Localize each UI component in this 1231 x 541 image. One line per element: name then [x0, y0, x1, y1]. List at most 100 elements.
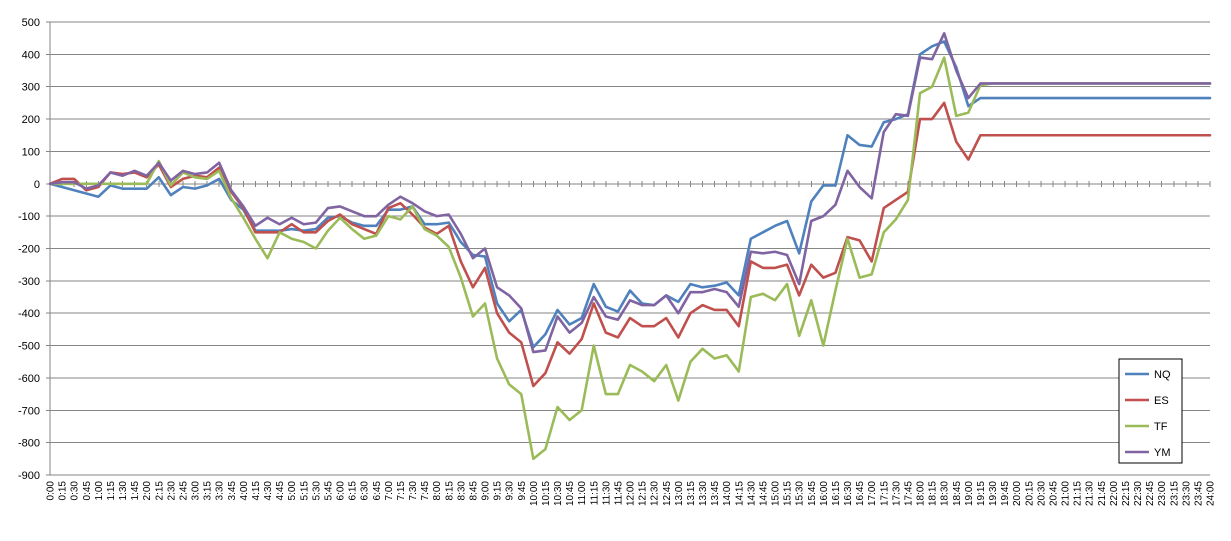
- x-tick-label: 1:00: [94, 481, 105, 501]
- x-tick-label: 13:00: [674, 481, 685, 506]
- y-tick-label: 500: [22, 17, 40, 29]
- x-tick-label: 15:00: [771, 481, 782, 506]
- legend-label-nq: NQ: [1154, 369, 1171, 381]
- x-tick-label: 13:45: [710, 481, 721, 506]
- series-line-ym: [48, 32, 1212, 354]
- x-tick-label: 14:15: [734, 481, 745, 506]
- legend-label-es: ES: [1154, 395, 1169, 407]
- x-tick-label: 0:45: [82, 481, 93, 501]
- y-tick-label: -100: [18, 211, 40, 223]
- x-tick-label: 2:30: [166, 481, 177, 501]
- x-tick-label: 16:30: [843, 481, 854, 506]
- x-tick-label: 21:30: [1085, 481, 1096, 506]
- x-tick-label: 3:15: [203, 481, 214, 501]
- x-tick-label: 4:30: [263, 481, 274, 501]
- x-tick-label: 23:30: [1181, 481, 1192, 506]
- x-tick-label: 16:45: [855, 481, 866, 506]
- y-tick-label: -700: [18, 405, 40, 417]
- x-tick-label: 20:30: [1036, 481, 1047, 506]
- x-tick-label: 7:00: [384, 481, 395, 501]
- x-tick-label: 3:00: [191, 481, 202, 501]
- x-tick-label: 11:15: [589, 481, 600, 506]
- x-tick-label: 2:00: [142, 481, 153, 501]
- y-tick-label: 100: [22, 146, 40, 158]
- x-tick-label: 22:45: [1145, 481, 1156, 506]
- x-tick-label: 23:45: [1193, 481, 1204, 506]
- x-tick-label: 0:15: [58, 481, 69, 501]
- x-tick-label: 6:00: [336, 481, 347, 501]
- x-tick-label: 1:45: [130, 481, 141, 501]
- y-tick-label: 400: [22, 49, 40, 61]
- series-lines: [48, 32, 1212, 461]
- x-tick-label: 22:30: [1133, 481, 1144, 506]
- x-tick-label: 5:15: [299, 481, 310, 501]
- x-tick-label: 9:00: [481, 481, 492, 501]
- x-tick-label: 0:00: [46, 481, 57, 501]
- x-tick-label: 12:45: [662, 481, 673, 506]
- x-tick-label: 21:00: [1061, 481, 1072, 506]
- y-tick-label: 200: [22, 114, 40, 126]
- x-tick-label: 14:30: [746, 481, 757, 506]
- x-tick-label: 2:15: [154, 481, 165, 501]
- x-tick-label: 10:30: [553, 481, 564, 506]
- x-tick-label: 8:15: [444, 481, 455, 501]
- x-tick-label: 11:30: [601, 481, 612, 506]
- legend: NQ ES TF YM: [1118, 358, 1183, 464]
- x-tick-label: 5:45: [323, 481, 334, 501]
- x-tick-label: 11:45: [613, 481, 624, 506]
- x-tick-label: 7:45: [420, 481, 431, 501]
- x-tick-label: 19:30: [988, 481, 999, 506]
- x-tick-label: 19:45: [1000, 481, 1011, 506]
- x-tick-label: 23:00: [1157, 481, 1168, 506]
- x-tick-label: 11:00: [577, 481, 588, 506]
- x-tick-label: 0:30: [70, 481, 81, 501]
- legend-label-ym: YM: [1154, 447, 1171, 459]
- x-tick-label: 17:15: [879, 481, 890, 506]
- x-tick-label: 20:15: [1024, 481, 1035, 506]
- x-tick-label: 17:45: [903, 481, 914, 506]
- x-tick-label: 8:00: [432, 481, 443, 501]
- x-tick-label: 20:45: [1048, 481, 1059, 506]
- y-tick-label: -200: [18, 244, 40, 256]
- x-tick-label: 14:00: [722, 481, 733, 506]
- x-tick-label: 24:00: [1206, 481, 1217, 506]
- x-tick-label: 13:15: [686, 481, 697, 506]
- x-tick-label: 10:15: [541, 481, 552, 506]
- x-tick-label: 15:15: [783, 481, 794, 506]
- x-tick-label: 12:15: [638, 481, 649, 506]
- x-tick-label: 4:45: [275, 481, 286, 501]
- x-tick-label: 18:15: [928, 481, 939, 506]
- x-tick-label: 13:30: [698, 481, 709, 506]
- x-tick-label: 1:30: [118, 481, 129, 501]
- y-tick-label: 0: [34, 179, 40, 191]
- x-tick-label: 10:00: [529, 481, 540, 506]
- x-tick-label: 16:15: [831, 481, 842, 506]
- x-tick-label: 5:30: [311, 481, 322, 501]
- x-tick-label: 7:15: [396, 481, 407, 501]
- series-line-tf: [48, 56, 1212, 461]
- x-tick-label: 4:00: [239, 481, 250, 501]
- x-tick-label: 17:30: [891, 481, 902, 506]
- x-tick-label: 10:45: [565, 481, 576, 506]
- x-tick-label: 16:00: [819, 481, 830, 506]
- x-tick-label: 22:15: [1121, 481, 1132, 506]
- y-tick-label: -500: [18, 341, 40, 353]
- x-tick-label: 6:45: [372, 481, 383, 501]
- y-tick-label: -300: [18, 276, 40, 288]
- y-tick-label: 300: [22, 82, 40, 94]
- x-tick-label: 5:00: [287, 481, 298, 501]
- y-tick-label: -600: [18, 373, 40, 385]
- y-axis-ticks: 500 400 300 200 100 0 -100 -200 -300 -400 -500 -600…: [18, 17, 51, 482]
- gridlines: [50, 21, 1210, 476]
- x-tick-label: 15:30: [795, 481, 806, 506]
- x-axis: 0:00 0:15 0:30 0:45 1:00 1:15 1:30 1:45 2:00 2:15…: [46, 180, 1217, 506]
- series-line-es: [48, 101, 1212, 388]
- x-tick-label: 18:00: [916, 481, 927, 506]
- x-tick-label: 2:45: [178, 481, 189, 501]
- x-tick-label: 22:00: [1109, 481, 1120, 506]
- x-tick-label: 17:00: [867, 481, 878, 506]
- x-tick-label: 9:30: [505, 481, 516, 501]
- x-tick-label: 3:30: [215, 481, 226, 501]
- x-tick-label: 18:30: [940, 481, 951, 506]
